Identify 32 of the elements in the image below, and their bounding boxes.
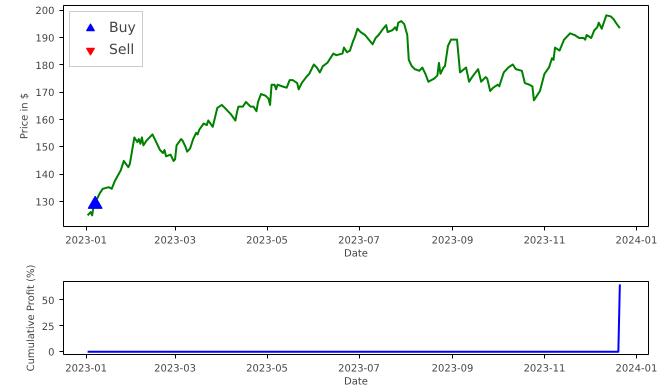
x-tick-label: 2024-01 [616, 236, 658, 246]
x-axis-title: Date [344, 376, 368, 388]
y-tick-label: 160 [35, 115, 55, 126]
x-tick-label: 2023-09 [432, 364, 474, 374]
y-tick-label: 190 [35, 33, 55, 44]
y-tick-label: 180 [35, 60, 55, 72]
y-tick-label: 140 [35, 170, 55, 182]
legend-label: Buy [109, 20, 136, 36]
y-tick-label: 150 [35, 142, 55, 154]
x-tick-label: 2023-09 [432, 236, 474, 246]
y-tick-label: 50 [42, 296, 55, 307]
x-tick-label: 2023-01 [65, 364, 108, 374]
x-tick-label: 2023-03 [154, 236, 196, 246]
x-tick-label: 2023-07 [338, 364, 380, 374]
x-axis-title: Date [344, 248, 368, 260]
line-series [86, 14, 621, 216]
x-tick-label: 2023-01 [65, 236, 108, 246]
y-axis-title: Price in $ [19, 92, 30, 140]
legend-label: Sell [109, 42, 134, 58]
x-tick-label: 2023-11 [524, 364, 566, 374]
x-tick-label: 2023-07 [338, 236, 380, 246]
x-tick-label: 2024-01 [616, 364, 658, 374]
y-tick-label: 170 [35, 88, 55, 100]
x-tick-label: 2023-05 [246, 364, 288, 374]
y-tick-label: 0 [48, 348, 55, 359]
y-tick-label: 200 [35, 6, 55, 18]
y-tick-label: 25 [42, 322, 55, 333]
y-tick-label: 130 [35, 197, 55, 208]
x-tick-label: 2023-11 [524, 236, 566, 246]
x-tick-label: 2023-03 [154, 364, 196, 374]
y-axis-title: Cumulative Profit (%) [26, 264, 37, 372]
x-tick-label: 2023-05 [246, 236, 288, 246]
